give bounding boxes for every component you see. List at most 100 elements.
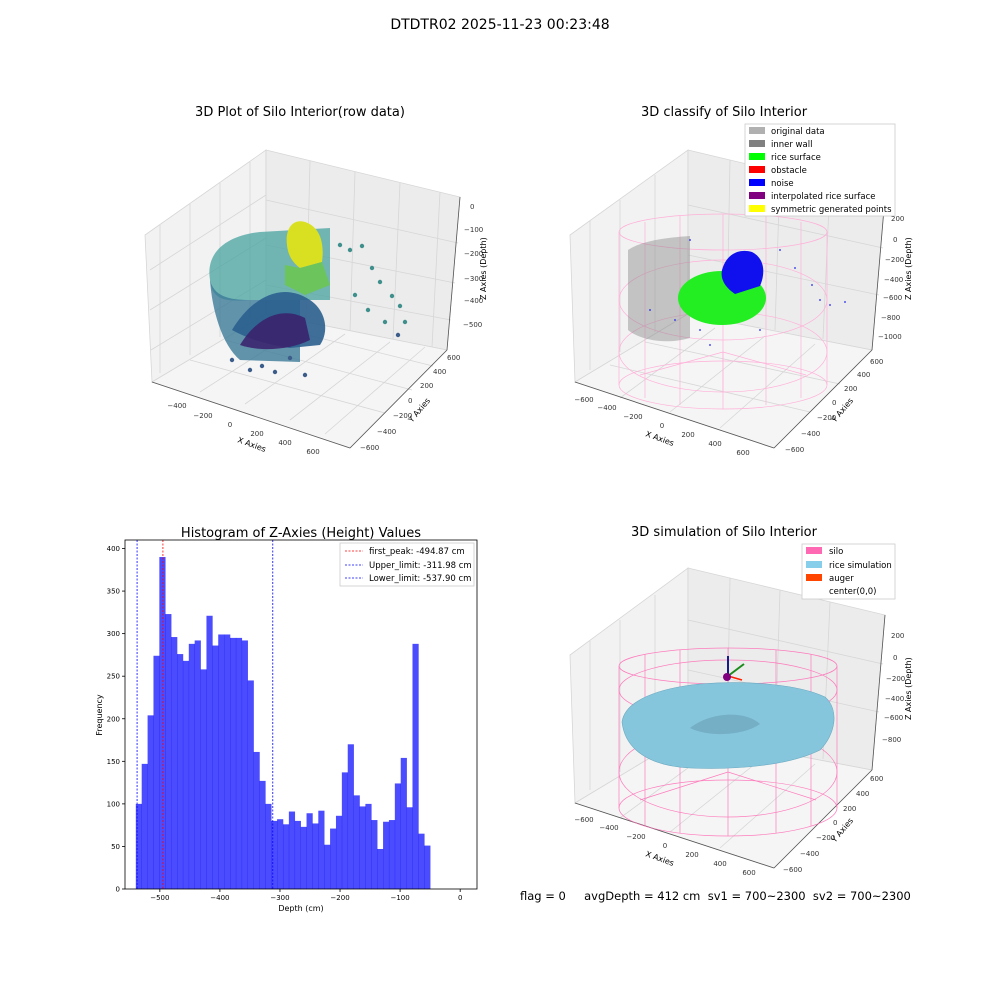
p4-zlabel: Z Axies (Depth) [904, 657, 913, 720]
svg-text:first_peak: -494.87 cm: first_peak: -494.87 cm [369, 547, 465, 557]
svg-text:−1000: −1000 [878, 333, 902, 341]
histogram-bar [394, 783, 402, 889]
legend-swatch-obstacle [749, 166, 765, 173]
svg-text:200: 200 [681, 431, 694, 439]
svg-text:−200: −200 [623, 413, 642, 421]
svg-text:0: 0 [893, 236, 897, 244]
histogram-bar [182, 660, 190, 889]
x-tick-label: −100 [390, 894, 409, 902]
svg-text:auger: auger [829, 574, 854, 584]
svg-text:0: 0 [408, 397, 412, 405]
histogram-bar [324, 844, 331, 889]
y-tick-label: 200 [107, 715, 120, 723]
histogram-bar [241, 640, 248, 889]
histogram-bar [153, 655, 160, 889]
p2-scatter-noise [649, 239, 846, 346]
svg-text:−200: −200 [393, 412, 412, 420]
svg-text:−600: −600 [785, 446, 804, 454]
p1-green-band [285, 262, 330, 295]
histogram-bar [188, 643, 195, 889]
svg-text:−600: −600 [883, 294, 902, 302]
p1-axes-lines [151, 196, 461, 449]
svg-text:rice surface: rice surface [771, 153, 821, 163]
histogram-bar [247, 680, 254, 889]
svg-text:0: 0 [470, 203, 474, 211]
histogram-bar [265, 803, 272, 889]
legend-swatch-interpolated [749, 192, 765, 199]
histogram-bar [424, 845, 431, 889]
svg-text:−400: −400 [464, 297, 483, 305]
p1-z-ticks: 0 −100 −200 −300 −400 −500 [463, 203, 483, 329]
y-tick-label: 0 [116, 886, 120, 894]
histogram-bar [259, 780, 266, 889]
svg-text:symmetric generated points: symmetric generated points [771, 205, 892, 215]
histogram-bar [418, 833, 425, 889]
svg-text:0: 0 [660, 422, 664, 430]
svg-text:200: 200 [685, 851, 698, 859]
svg-text:−600: −600 [884, 714, 903, 722]
svg-text:−400: −400 [377, 428, 396, 436]
svg-text:−200: −200 [464, 250, 483, 258]
histogram-bar [135, 803, 142, 889]
svg-text:−800: −800 [882, 736, 901, 744]
histogram-bar [235, 637, 243, 889]
histogram-bar [218, 634, 225, 889]
histogram-bar [347, 744, 354, 889]
svg-text:400: 400 [856, 790, 869, 798]
svg-text:200: 200 [891, 215, 904, 223]
svg-text:200: 200 [843, 805, 856, 813]
svg-text:−200: −200 [886, 675, 905, 683]
histogram-bar [229, 637, 237, 889]
svg-text:interpolated rice surface: interpolated rice surface [771, 192, 876, 202]
histogram-bar [365, 803, 372, 889]
x-tick-label: −500 [150, 894, 169, 902]
histogram-bar [141, 763, 148, 889]
x-tick-label: −400 [210, 894, 229, 902]
histogram-bar [206, 615, 213, 889]
histogram-bar [224, 634, 231, 889]
svg-text:−400: −400 [167, 402, 186, 410]
histogram-ylabel: Frequency [95, 694, 104, 736]
svg-text:0: 0 [893, 654, 897, 662]
y-tick-label: 350 [107, 588, 120, 596]
histogram-bar [300, 826, 307, 889]
p2-noise-cluster [721, 250, 764, 294]
histogram-bar [406, 807, 413, 889]
p2-inner-wall [628, 236, 690, 342]
svg-text:−200: −200 [817, 414, 836, 422]
svg-text:0: 0 [833, 819, 837, 827]
y-tick-label: 50 [111, 843, 120, 851]
histogram-xlabel: Depth (cm) [278, 904, 323, 913]
p1-yellow-peak [286, 221, 323, 268]
y-tick-label: 150 [107, 758, 120, 766]
histogram-bar [165, 614, 172, 889]
svg-text:−600: −600 [574, 816, 593, 824]
p4-auger [723, 656, 745, 681]
svg-text:0: 0 [832, 399, 836, 407]
p4-z-ticks: 200 0 −200 −400 −600 −800 [882, 632, 905, 744]
p1-title: 3D Plot of Silo Interior(row data) [195, 105, 405, 120]
svg-text:Lower_limit: -537.90 cm: Lower_limit: -537.90 cm [369, 574, 471, 584]
histogram-bar [312, 823, 319, 889]
legend-swatch-auger [806, 574, 822, 581]
histogram-y-ticks: 0 50 100 150 200 250 300 350 400 [107, 545, 125, 894]
svg-text:inner wall: inner wall [771, 140, 812, 150]
p2-x-ticks: −600 −400 −200 0 200 400 600 [574, 396, 749, 457]
svg-text:200: 200 [891, 632, 904, 640]
histogram-bar [330, 828, 337, 889]
histogram-bar [335, 815, 343, 889]
svg-text:−600: −600 [360, 444, 379, 452]
histogram-bar [400, 757, 407, 889]
histogram-bar [371, 820, 378, 889]
histogram-legend: first_peak: -494.87 cm Upper_limit: -311… [339, 542, 475, 587]
p3-title: Histogram of Z-Axies (Height) Values [181, 526, 421, 541]
histogram-bars [135, 557, 431, 889]
histogram-frame [124, 539, 478, 890]
x-tick-label: 0 [458, 894, 462, 902]
svg-text:−200: −200 [193, 412, 212, 420]
p2-silo-wireframe [618, 213, 828, 410]
svg-text:0: 0 [663, 842, 667, 850]
svg-text:−400: −400 [599, 824, 618, 832]
